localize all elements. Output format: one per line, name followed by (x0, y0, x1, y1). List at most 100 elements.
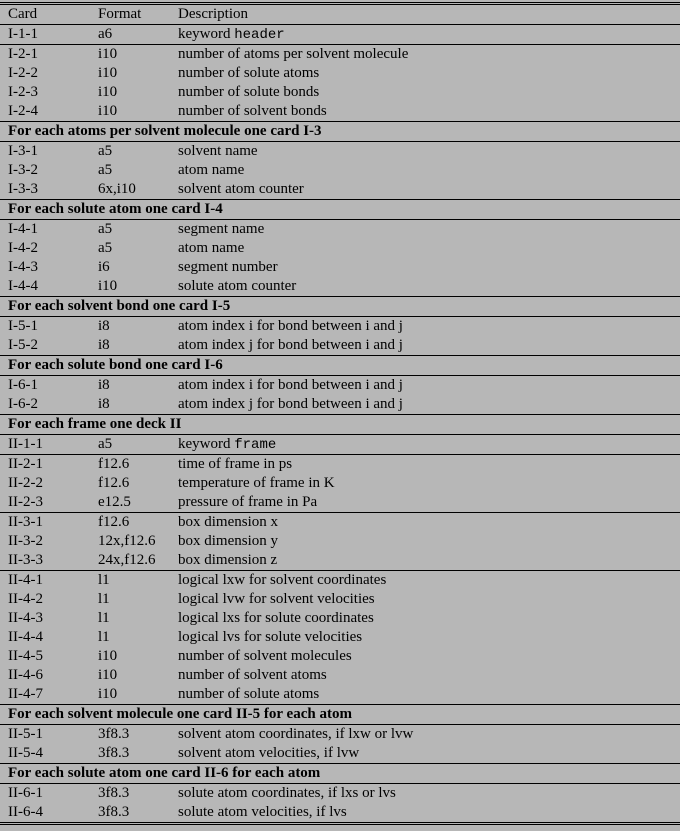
cell-format: 3f8.3 (90, 784, 170, 804)
table-row: I-3-2a5atom name (0, 161, 680, 180)
cell-format: e12.5 (90, 493, 170, 513)
cell-format: f12.6 (90, 513, 170, 533)
section-header: For each solute atom one card II-6 for e… (0, 764, 680, 784)
table-row: I-6-2i8atom index j for bond between i a… (0, 395, 680, 415)
section-header-text: For each solute bond one card I-6 (0, 356, 680, 376)
cell-card: I-6-1 (0, 376, 90, 396)
cell-card: II-2-1 (0, 455, 90, 475)
cell-card: II-4-4 (0, 628, 90, 647)
cell-desc: number of atoms per solvent molecule (170, 45, 680, 65)
cell-desc: number of solute atoms (170, 64, 680, 83)
section-header: For each solute atom one card I-4 (0, 200, 680, 220)
cell-desc: solute atom counter (170, 277, 680, 297)
cell-desc: keyword header (170, 25, 680, 45)
cell-desc: logical lxw for solvent coordinates (170, 571, 680, 591)
cell-card: I-4-2 (0, 239, 90, 258)
cell-card: I-6-2 (0, 395, 90, 415)
cell-desc: number of solvent molecules (170, 647, 680, 666)
cell-card: I-2-3 (0, 83, 90, 102)
cell-desc: time of frame in ps (170, 455, 680, 475)
table-row: II-4-4l1logical lvs for solute velocitie… (0, 628, 680, 647)
cell-desc: box dimension z (170, 551, 680, 571)
cell-format: f12.6 (90, 455, 170, 475)
table-row: II-3-324x,f12.6box dimension z (0, 551, 680, 571)
cell-desc: atom index j for bond between i and j (170, 395, 680, 415)
cell-desc: atom name (170, 239, 680, 258)
table-row: I-2-4i10number of solvent bonds (0, 102, 680, 122)
col-desc: Description (170, 4, 680, 25)
cell-format: 12x,f12.6 (90, 532, 170, 551)
cell-format: i10 (90, 102, 170, 122)
format-table: CardFormatDescriptionI-1-1a6keyword head… (0, 2, 680, 825)
table-row: I-2-1i10number of atoms per solvent mole… (0, 45, 680, 65)
cell-card: II-6-1 (0, 784, 90, 804)
cell-format: l1 (90, 628, 170, 647)
cell-desc: segment name (170, 220, 680, 240)
cell-card: I-4-3 (0, 258, 90, 277)
cell-desc: box dimension y (170, 532, 680, 551)
section-header: For each solvent bond one card I-5 (0, 297, 680, 317)
cell-format: l1 (90, 571, 170, 591)
table-row: II-4-5i10number of solvent molecules (0, 647, 680, 666)
table-row: II-5-43f8.3solvent atom velocities, if l… (0, 744, 680, 764)
table-row: I-1-1a6keyword header (0, 25, 680, 45)
cell-card: I-2-2 (0, 64, 90, 83)
cell-desc: solvent name (170, 142, 680, 162)
cell-format: i10 (90, 64, 170, 83)
table-header-row: CardFormatDescription (0, 4, 680, 25)
section-header-text: For each solute atom one card II-6 for e… (0, 764, 680, 784)
keyword-literal: frame (234, 437, 276, 453)
table-container: CardFormatDescriptionI-1-1a6keyword head… (0, 0, 680, 831)
cell-desc: atom index i for bond between i and j (170, 376, 680, 396)
cell-desc: atom index i for bond between i and j (170, 317, 680, 337)
col-card: Card (0, 4, 90, 25)
cell-desc: solute atom velocities, if lvs (170, 803, 680, 824)
cell-format: 3f8.3 (90, 803, 170, 824)
table-row: II-1-1a5keyword frame (0, 435, 680, 455)
cell-format: l1 (90, 590, 170, 609)
cell-desc: solvent atom velocities, if lvw (170, 744, 680, 764)
cell-desc: number of solvent bonds (170, 102, 680, 122)
table-row: II-5-13f8.3solvent atom coordinates, if … (0, 725, 680, 745)
cell-card: I-3-1 (0, 142, 90, 162)
cell-desc: segment number (170, 258, 680, 277)
cell-format: i10 (90, 685, 170, 705)
cell-format: a6 (90, 25, 170, 45)
table-row: II-2-1f12.6time of frame in ps (0, 455, 680, 475)
table-row: I-6-1i8atom index i for bond between i a… (0, 376, 680, 396)
table-row: II-4-7i10number of solute atoms (0, 685, 680, 705)
table-row: II-2-3e12.5pressure of frame in Pa (0, 493, 680, 513)
section-header: For each solute bond one card I-6 (0, 356, 680, 376)
table-row: II-3-212x,f12.6box dimension y (0, 532, 680, 551)
cell-desc: temperature of frame in K (170, 474, 680, 493)
cell-card: II-6-4 (0, 803, 90, 824)
cell-card: II-3-2 (0, 532, 90, 551)
cell-desc: number of solute atoms (170, 685, 680, 705)
cell-card: II-2-2 (0, 474, 90, 493)
table-row: II-6-13f8.3solute atom coordinates, if l… (0, 784, 680, 804)
cell-format: i10 (90, 45, 170, 65)
cell-card: I-5-2 (0, 336, 90, 356)
cell-card: II-5-1 (0, 725, 90, 745)
section-header: For each solvent molecule one card II-5 … (0, 705, 680, 725)
cell-card: I-5-1 (0, 317, 90, 337)
table-row: I-3-36x,i10solvent atom counter (0, 180, 680, 200)
cell-card: I-3-3 (0, 180, 90, 200)
cell-card: I-2-1 (0, 45, 90, 65)
section-header-text: For each solvent bond one card I-5 (0, 297, 680, 317)
table-row: I-2-3i10number of solute bonds (0, 83, 680, 102)
cell-format: a5 (90, 161, 170, 180)
section-header-text: For each solvent molecule one card II-5 … (0, 705, 680, 725)
cell-card: I-1-1 (0, 25, 90, 45)
cell-format: i10 (90, 277, 170, 297)
cell-format: f12.6 (90, 474, 170, 493)
col-format: Format (90, 4, 170, 25)
cell-card: II-1-1 (0, 435, 90, 455)
cell-format: l1 (90, 609, 170, 628)
table-row: I-4-4i10solute atom counter (0, 277, 680, 297)
cell-format: 6x,i10 (90, 180, 170, 200)
cell-card: I-4-4 (0, 277, 90, 297)
cell-desc: keyword frame (170, 435, 680, 455)
table-row: II-4-2l1logical lvw for solvent velociti… (0, 590, 680, 609)
cell-format: a5 (90, 435, 170, 455)
